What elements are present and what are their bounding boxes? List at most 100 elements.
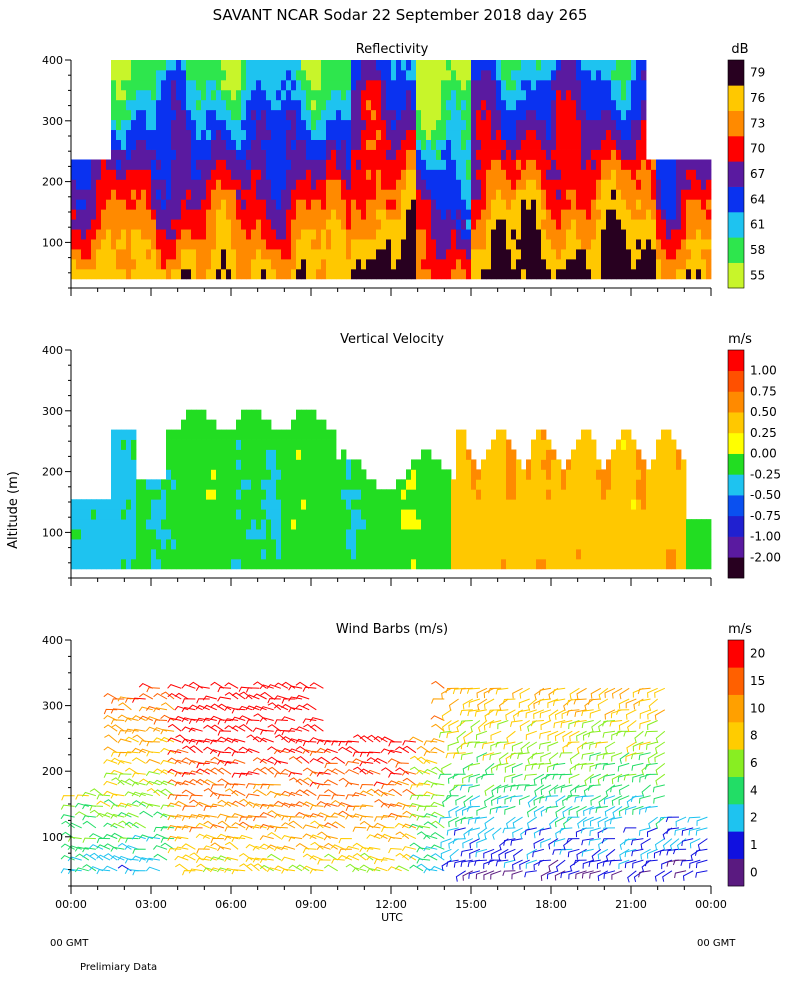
wind-barb: [181, 757, 196, 764]
heat-cell: [421, 459, 427, 470]
heat-cell: [136, 529, 142, 540]
heat-cell: [226, 429, 232, 440]
heat-cell: [141, 499, 147, 510]
colorbar-label: 76: [750, 91, 765, 105]
heat-cell: [636, 199, 642, 210]
heat-cell: [356, 489, 362, 500]
heat-cell: [466, 219, 472, 230]
heat-cell: [76, 558, 82, 570]
wind-barb: [288, 738, 303, 744]
heat-cell: [131, 159, 137, 170]
wind-barb: [145, 866, 161, 872]
heat-cell: [266, 268, 272, 280]
heat-cell: [231, 199, 237, 210]
heat-cell: [546, 209, 552, 220]
heat-cell: [486, 149, 492, 160]
heat-cell: [281, 239, 287, 250]
heat-cell: [621, 429, 627, 440]
heat-cell: [196, 409, 202, 421]
heat-cell: [371, 169, 377, 180]
heat-cell: [116, 99, 122, 111]
heat-cell: [631, 539, 637, 550]
heat-cell: [541, 159, 547, 170]
wind-barb: [309, 813, 324, 818]
heat-cell: [536, 558, 542, 570]
heat-cell: [541, 539, 547, 550]
heat-cell: [611, 219, 617, 230]
heat-cell: [651, 268, 657, 280]
heat-cell: [491, 548, 497, 560]
wind-barb: [181, 780, 196, 786]
heat-cell: [236, 509, 242, 520]
heat-cell: [311, 159, 317, 170]
heat-cell: [166, 69, 172, 81]
heat-cell: [151, 119, 157, 131]
wind-barb: [352, 792, 367, 797]
heat-cell: [551, 109, 557, 121]
heat-cell: [121, 139, 127, 150]
heat-cell: [166, 509, 172, 520]
heat-cell: [351, 529, 357, 540]
heat-cell: [536, 539, 542, 550]
heat-cell: [456, 519, 462, 530]
wind-barb: [132, 734, 147, 743]
heat-cell: [441, 548, 447, 560]
heat-cell: [341, 60, 347, 71]
heat-cell: [346, 258, 352, 270]
heat-cell: [671, 219, 677, 230]
heat-cell: [676, 489, 682, 500]
heat-cell: [466, 179, 472, 190]
heat-cell: [426, 449, 432, 460]
heat-cell: [346, 519, 352, 530]
heat-cell: [626, 558, 632, 570]
heat-cell: [181, 89, 187, 101]
heat-cell: [306, 159, 312, 170]
heat-cell: [361, 119, 367, 131]
heat-cell: [636, 459, 642, 470]
wind-barb: [210, 756, 225, 764]
heat-cell: [176, 99, 182, 111]
wind-barb: [359, 768, 374, 775]
heat-cell: [601, 79, 607, 91]
heat-cell: [441, 499, 447, 510]
heat-cell: [141, 268, 147, 280]
heat-cell: [316, 239, 322, 250]
heat-cell: [116, 479, 122, 490]
heat-cell: [171, 479, 177, 490]
heat-cell: [176, 129, 182, 140]
heat-cell: [481, 548, 487, 560]
heat-cell: [281, 129, 287, 140]
heat-cell: [341, 189, 347, 200]
heat-cell: [246, 499, 252, 510]
heat-cell: [256, 179, 262, 190]
wind-barb: [288, 791, 303, 797]
heat-cell: [91, 199, 97, 210]
heat-cell: [596, 548, 602, 560]
heat-cell: [321, 79, 327, 91]
heat-cell: [346, 558, 352, 570]
heat-cell: [401, 499, 407, 510]
heat-cell: [111, 479, 117, 490]
wind-barb: [132, 800, 146, 807]
heat-cell: [241, 479, 247, 490]
heat-cell: [596, 139, 602, 150]
heat-cell: [586, 459, 592, 470]
heat-cell: [596, 469, 602, 480]
wind-barb: [366, 757, 381, 764]
wind-barb: [231, 708, 246, 714]
wind-barb: [210, 703, 225, 711]
heat-cell: [246, 99, 252, 111]
heat-cell: [101, 249, 107, 260]
heat-cell: [221, 229, 227, 240]
heat-cell: [316, 459, 322, 470]
heat-cell: [481, 469, 487, 480]
heat-cell: [371, 119, 377, 131]
wind-barb: [395, 852, 410, 861]
heat-cell: [641, 519, 647, 530]
colorbar-label: -1.00: [750, 530, 781, 544]
heat-cell: [571, 489, 577, 500]
heat-cell: [316, 519, 322, 530]
heat-cell: [146, 509, 152, 520]
heat-cell: [111, 209, 117, 220]
heat-cell: [426, 149, 432, 160]
